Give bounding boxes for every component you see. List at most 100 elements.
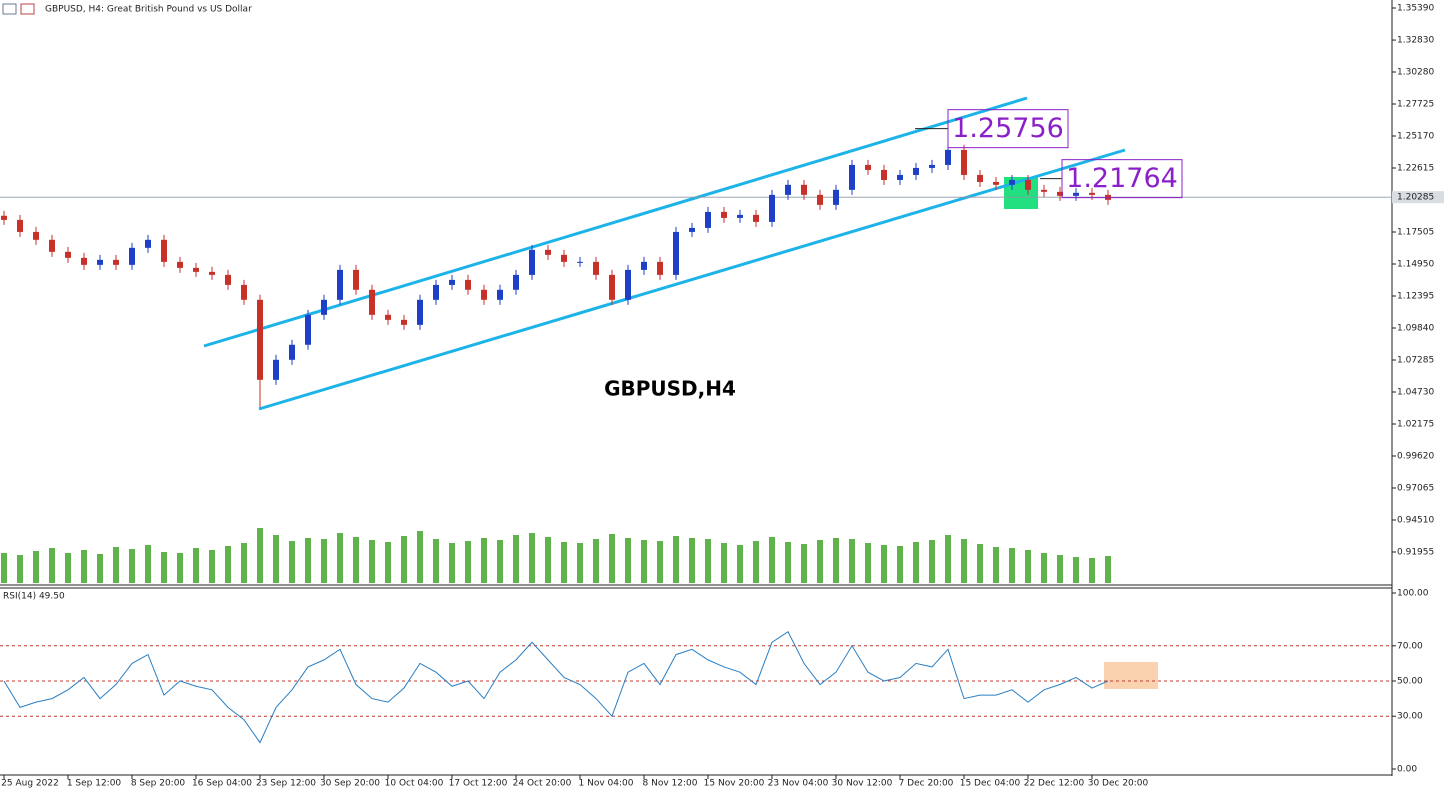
candle-body [1073, 192, 1079, 196]
candle-body [209, 271, 215, 275]
x-tick-label: 30 Nov 12:00 [832, 779, 893, 789]
volume-bar [65, 553, 71, 583]
y-tick-label: 1.32830 [1397, 36, 1434, 46]
volume-bar [177, 553, 183, 583]
y-tick-label: 0.97065 [1397, 483, 1434, 493]
volume-bar [465, 541, 471, 583]
volume-bar [321, 539, 327, 583]
candle-body [929, 164, 935, 168]
volume-bar [1057, 555, 1063, 583]
volume-bar [49, 548, 55, 583]
volume-bar [225, 546, 231, 583]
channel-line [258, 148, 1126, 411]
volume-bar [785, 542, 791, 583]
x-tick-label: 23 Nov 04:00 [768, 779, 829, 789]
y-tick-label: 50.00 [1397, 676, 1423, 686]
candle-body [913, 167, 919, 175]
y-tick-label: 0.99620 [1397, 451, 1434, 461]
y-tick-label: 30.00 [1397, 712, 1423, 722]
candle-body [17, 219, 23, 232]
x-tick-label: 16 Sep 04:00 [192, 779, 252, 789]
candle-body [641, 261, 647, 270]
volume-bar [1105, 556, 1111, 583]
candle-body [1009, 179, 1015, 185]
x-tick-label: 22 Dec 12:00 [1024, 779, 1085, 789]
candle-body [449, 279, 455, 285]
price-label: 1.21764 [1066, 163, 1178, 194]
candle-body [129, 247, 135, 265]
volume-bar [273, 535, 279, 583]
volume-bar [705, 539, 711, 583]
icon [20, 3, 35, 15]
x-tick-label: 30 Dec 20:00 [1088, 779, 1149, 789]
volume-bar [641, 540, 647, 583]
current-price-label: 1.20285 [1397, 193, 1434, 203]
volume-bar [529, 533, 535, 583]
x-tick-label: 25 Aug 2022 [1, 779, 59, 789]
candle-body [1025, 179, 1031, 190]
candle-body [353, 269, 359, 290]
price-label: 1.25756 [952, 113, 1064, 144]
y-tick-label: 1.12395 [1397, 291, 1434, 301]
volume-bar [849, 539, 855, 583]
volume-bar [929, 540, 935, 583]
volume-bar [593, 539, 599, 583]
candle-body [305, 314, 311, 345]
volume-bar [337, 533, 343, 583]
candle-body [497, 289, 503, 300]
candle-body [81, 257, 87, 265]
volume-bar [193, 548, 199, 583]
volume-bar [305, 538, 311, 583]
volume-bar [401, 536, 407, 583]
candle-body [977, 174, 983, 182]
y-tick-label: 100.00 [1397, 588, 1429, 598]
volume-bar [17, 555, 23, 583]
y-tick-label: 1.25170 [1397, 131, 1434, 141]
volume-bar [689, 538, 695, 583]
candle-body [881, 169, 887, 180]
volume-bar [497, 540, 503, 583]
volume-bar [385, 542, 391, 583]
y-tick-label: 1.27725 [1397, 100, 1434, 110]
volume-bar [417, 531, 423, 583]
candle-body [465, 279, 471, 290]
x-tick-label: 7 Dec 20:00 [899, 779, 954, 789]
rsi-line [3, 630, 1109, 744]
volume-bar [865, 543, 871, 583]
candle-body [529, 249, 535, 275]
x-tick-label: 8 Sep 20:00 [131, 779, 186, 789]
candle-body [705, 211, 711, 228]
volume-bar [129, 549, 135, 583]
channel-line [203, 96, 1028, 348]
volume-bar [1, 553, 7, 583]
volume-bar [257, 528, 263, 583]
y-tick-label: 0.00 [1397, 764, 1417, 774]
candle-body [945, 149, 951, 165]
candle-body [385, 314, 391, 320]
volume-bar [945, 535, 951, 583]
volume-bar [433, 539, 439, 583]
volume-bar [209, 550, 215, 583]
candle-body [161, 239, 167, 262]
indicator-label: RSI(14) 49.50 [3, 592, 65, 602]
candle-body [1057, 191, 1063, 196]
volume-bar [961, 539, 967, 583]
candle-body [817, 194, 823, 205]
candle-body [753, 214, 759, 222]
y-tick-label: 1.02175 [1397, 419, 1434, 429]
volume-bar [561, 542, 567, 583]
volume-bar [81, 550, 87, 583]
volume-bar [1089, 558, 1095, 583]
candle-body [65, 251, 71, 258]
candle-body [417, 299, 423, 325]
candle-body [49, 239, 55, 252]
y-tick-label: 1.09840 [1397, 323, 1434, 333]
candle-body [1089, 192, 1095, 195]
y-tick-label: 1.22615 [1397, 163, 1434, 173]
volume-bar [833, 538, 839, 583]
volume-bar [1025, 550, 1031, 583]
volume-bar [977, 544, 983, 583]
volume-bar [673, 536, 679, 583]
y-tick-label: 1.14950 [1397, 259, 1434, 269]
